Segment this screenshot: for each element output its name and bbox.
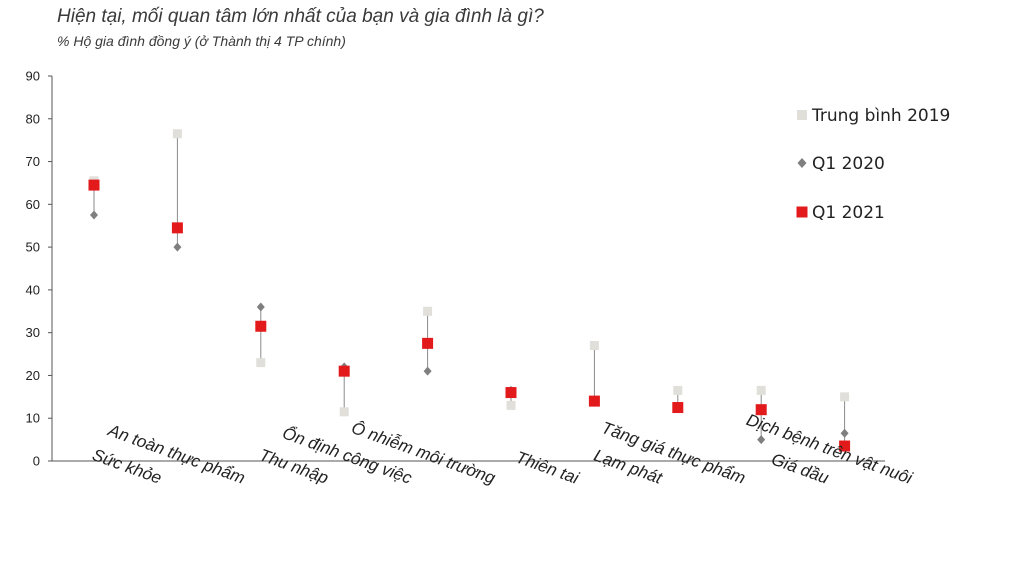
marker-q1-2021 [588,395,600,407]
marker-q1-2021 [672,402,684,414]
x-category-label: Tăng giá thực phẩm [599,418,748,488]
legend-swatch-trung-binh-2019 [797,110,807,120]
marker-trung-binh-2019 [840,392,850,402]
marker-q1-2021 [422,337,434,349]
marker-trung-binh-2019 [339,407,349,417]
legend: Trung bình 2019 Q1 2020 Q1 2021 [796,106,950,223]
legend-label: Q1 2020 [812,154,885,174]
legend-label: Q1 2021 [812,203,885,223]
marker-q1-2020 [256,302,265,312]
marker-trung-binh-2019 [589,341,599,350]
marker-trung-binh-2019 [756,385,766,395]
y-tick-label: 90 [26,69,40,84]
chart-title: Hiện tại, mối quan tâm lớn nhất của bạn … [57,6,544,27]
y-tick-label: 50 [26,240,40,255]
y-tick-label: 60 [26,197,40,212]
legend-label: Trung bình 2019 [811,106,950,126]
marker-q1-2021 [505,387,517,399]
legend-swatch-q1-2020 [797,158,807,168]
marker-q1-2020 [90,210,98,220]
marker-trung-binh-2019 [506,400,516,410]
y-tick-label: 40 [26,282,40,297]
y-tick-label: 30 [26,325,40,340]
marker-q1-2021 [171,222,183,234]
y-tick-label: 80 [26,111,40,126]
marker-trung-binh-2019 [423,306,433,316]
legend-swatch-q1-2021 [796,206,808,218]
axis-layer: 0 10 20 30 40 50 60 70 80 90 [26,69,885,469]
marker-q1-2020 [840,428,849,438]
marker-trung-binh-2019 [673,385,683,395]
y-tick-label: 70 [26,154,40,169]
marker-q1-2021 [255,320,267,332]
x-category-label: Thiên tai [513,448,582,489]
chart-subtitle: % Hộ gia đình đồng ý (ở Thành thị 4 TP c… [57,33,346,49]
x-category-label: Dịch bệnh trên vật nuôi [744,410,916,488]
y-tick-label: 0 [33,454,40,469]
marker-q1-2021 [839,440,851,452]
y-tick-label: 20 [26,368,40,383]
x-category-label: Ô nhiễm môi trường [349,418,498,488]
x-category-label: An toàn thực phẩm [105,420,248,487]
y-tick-label: 10 [26,411,40,426]
marker-q1-2021 [755,404,767,416]
marker-layer [88,129,851,452]
marker-q1-2021 [338,365,350,377]
connector-layer [93,133,846,447]
marker-q1-2021 [88,179,100,191]
marker-trung-binh-2019 [172,129,182,139]
marker-trung-binh-2019 [256,358,266,368]
marker-q1-2020 [757,435,766,445]
marker-q1-2020 [173,242,182,252]
marker-q1-2020 [423,366,432,376]
